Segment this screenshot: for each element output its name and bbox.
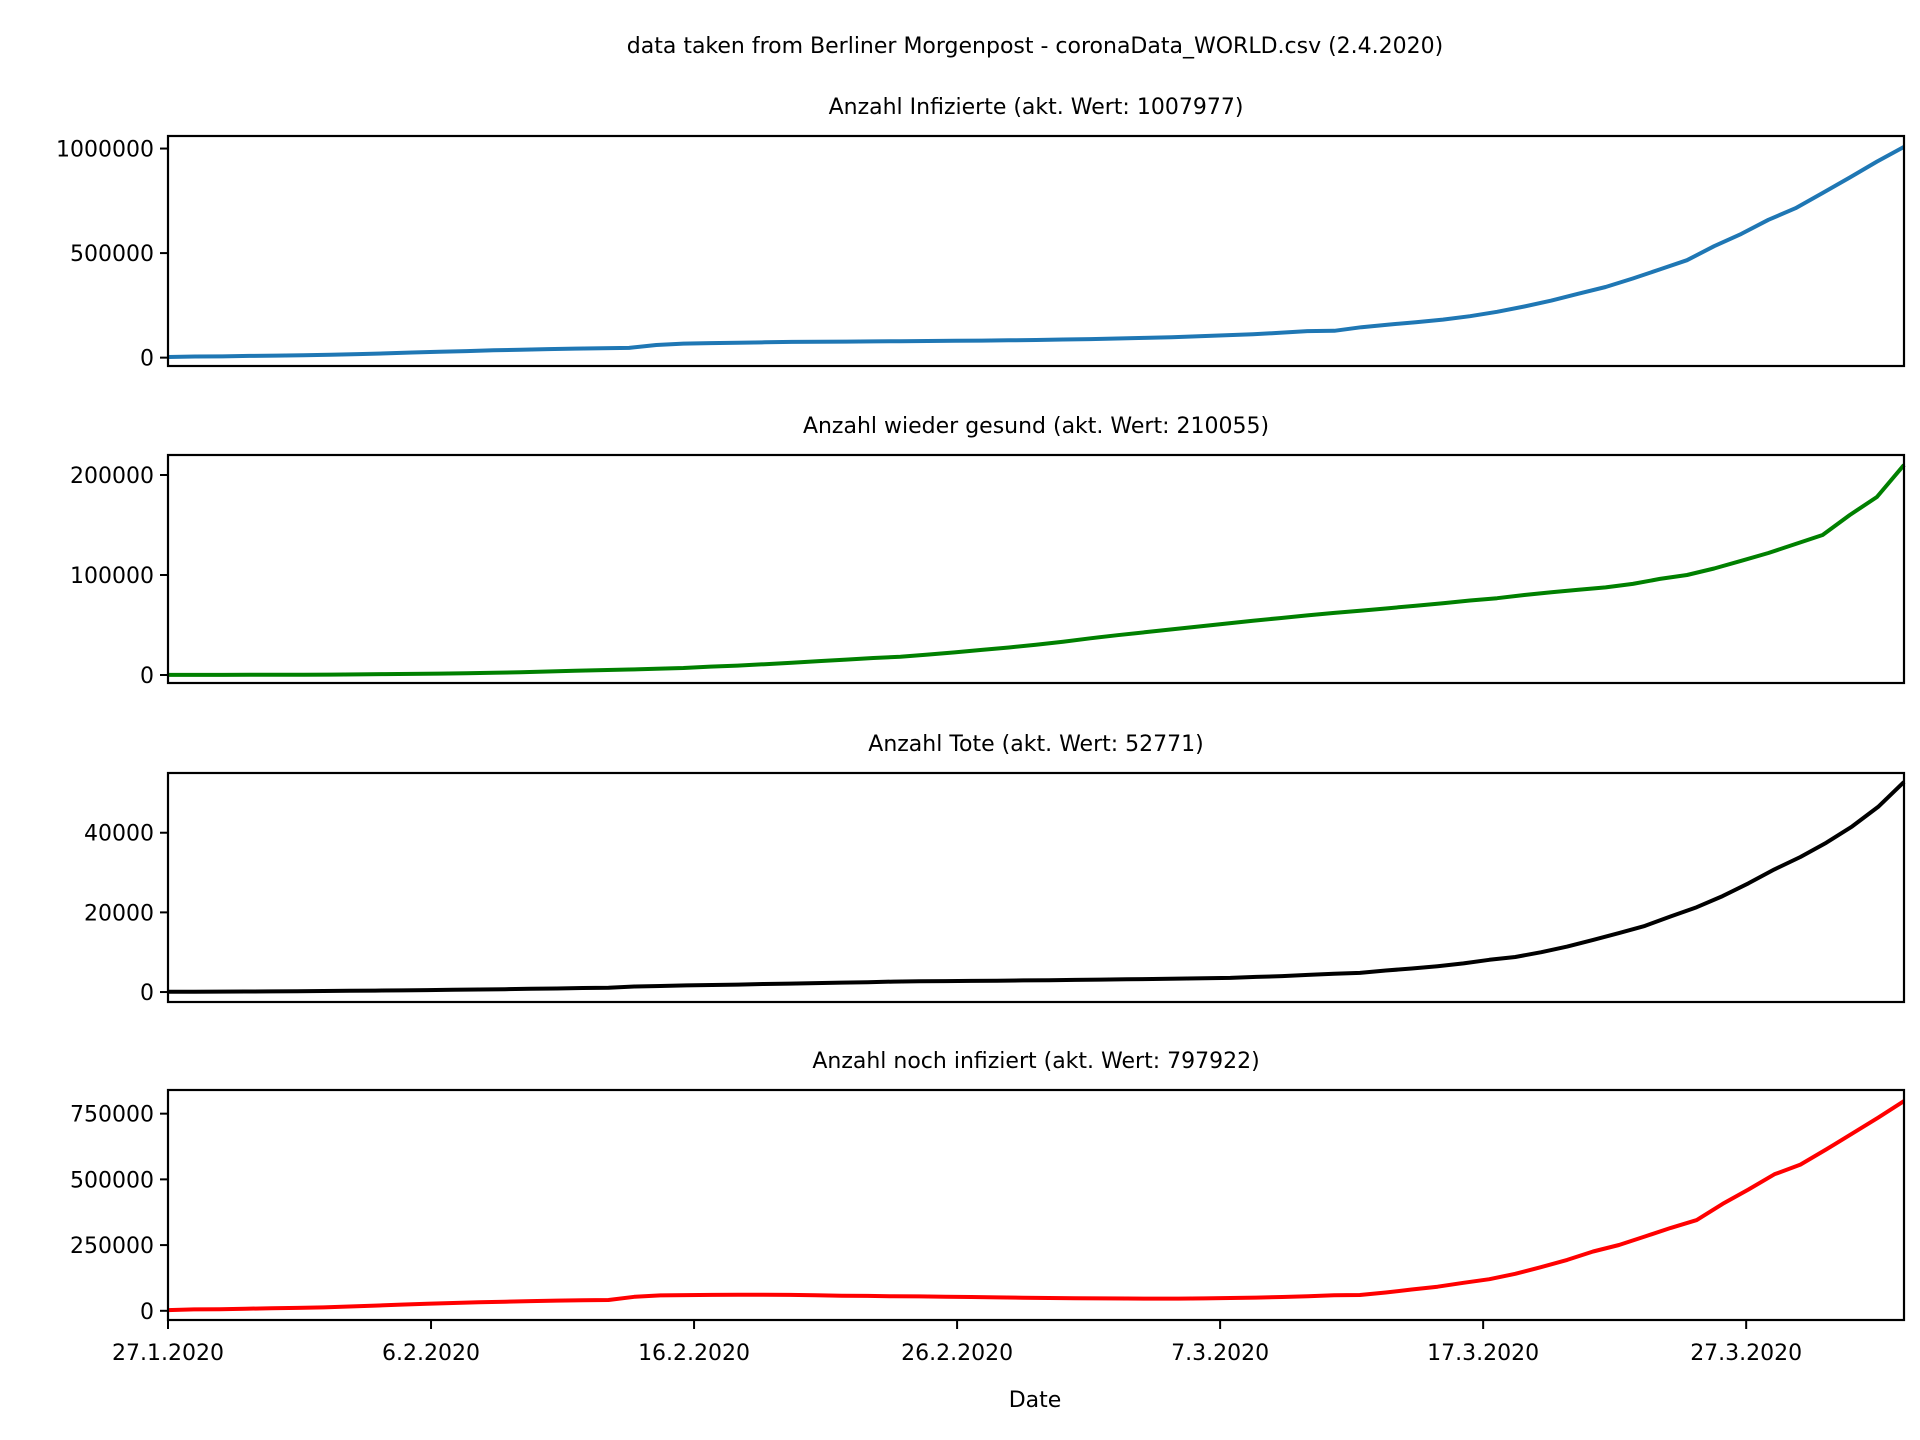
axes-frame [166,771,1906,1004]
x-tick-label: 17.3.2020 [1427,1341,1539,1366]
axes-frame [166,1088,1906,1322]
subplot-3: Anzahl Tote (akt. Wert: 52771) 0 20000 4000… [84,732,1906,1006]
subplot-4: Anzahl noch infiziert (akt. Wert: 797922… [70,1049,1906,1325]
axes-frame [166,453,1906,685]
x-tick-label: 16.2.2020 [638,1341,750,1366]
series-line [167,145,1905,359]
y-tick-label: 1000000 [56,138,154,163]
y-tick-label: 40000 [84,822,154,847]
y-tick-label: 0 [140,347,154,372]
shared-x-axis: 27.1.2020 6.2.2020 16.2.2020 26.2.2020 7.3.2… [112,1320,1802,1366]
y-tick-label: 0 [140,981,154,1006]
y-tick-label: 500000 [70,242,154,267]
y-tick-label: 200000 [70,464,154,489]
x-tick-label: 6.2.2020 [382,1341,480,1366]
series-line [167,1099,1906,1313]
x-tick-label: 27.3.2020 [1690,1341,1802,1366]
series-line [167,780,1906,994]
y-tick-label: 20000 [84,901,154,926]
figure-suptitle: data taken from Berliner Morgenpost - co… [627,34,1443,59]
subplot-1: Anzahl Infizierte (akt. Wert: 1007977) 0 5… [56,95,1906,372]
subplots: Anzahl Infizierte (akt. Wert: 1007977) 0 5… [56,95,1906,1325]
subplot-title: Anzahl Tote (akt. Wert: 52771) [868,732,1203,757]
y-tick-label: 500000 [70,1168,154,1193]
y-tick-label: 0 [140,664,154,689]
axes-frame [166,134,1906,368]
subplot-title: Anzahl Infizierte (akt. Wert: 1007977) [829,95,1244,120]
y-tick-label: 750000 [70,1103,154,1128]
x-tick-label: 26.2.2020 [901,1341,1013,1366]
x-axis-label: Date [1009,1388,1062,1413]
y-tick-label: 250000 [70,1234,154,1259]
x-tick-label: 27.1.2020 [112,1341,224,1366]
subplot-title: Anzahl wieder gesund (akt. Wert: 210055) [803,414,1269,439]
y-tick-label: 0 [140,1300,154,1325]
x-tick-label: 7.3.2020 [1171,1341,1269,1366]
subplot-2: Anzahl wieder gesund (akt. Wert: 210055)… [70,414,1906,689]
y-tick-label: 100000 [70,564,154,589]
subplot-title: Anzahl noch infiziert (akt. Wert: 797922… [812,1049,1259,1074]
series-line [168,463,1906,677]
